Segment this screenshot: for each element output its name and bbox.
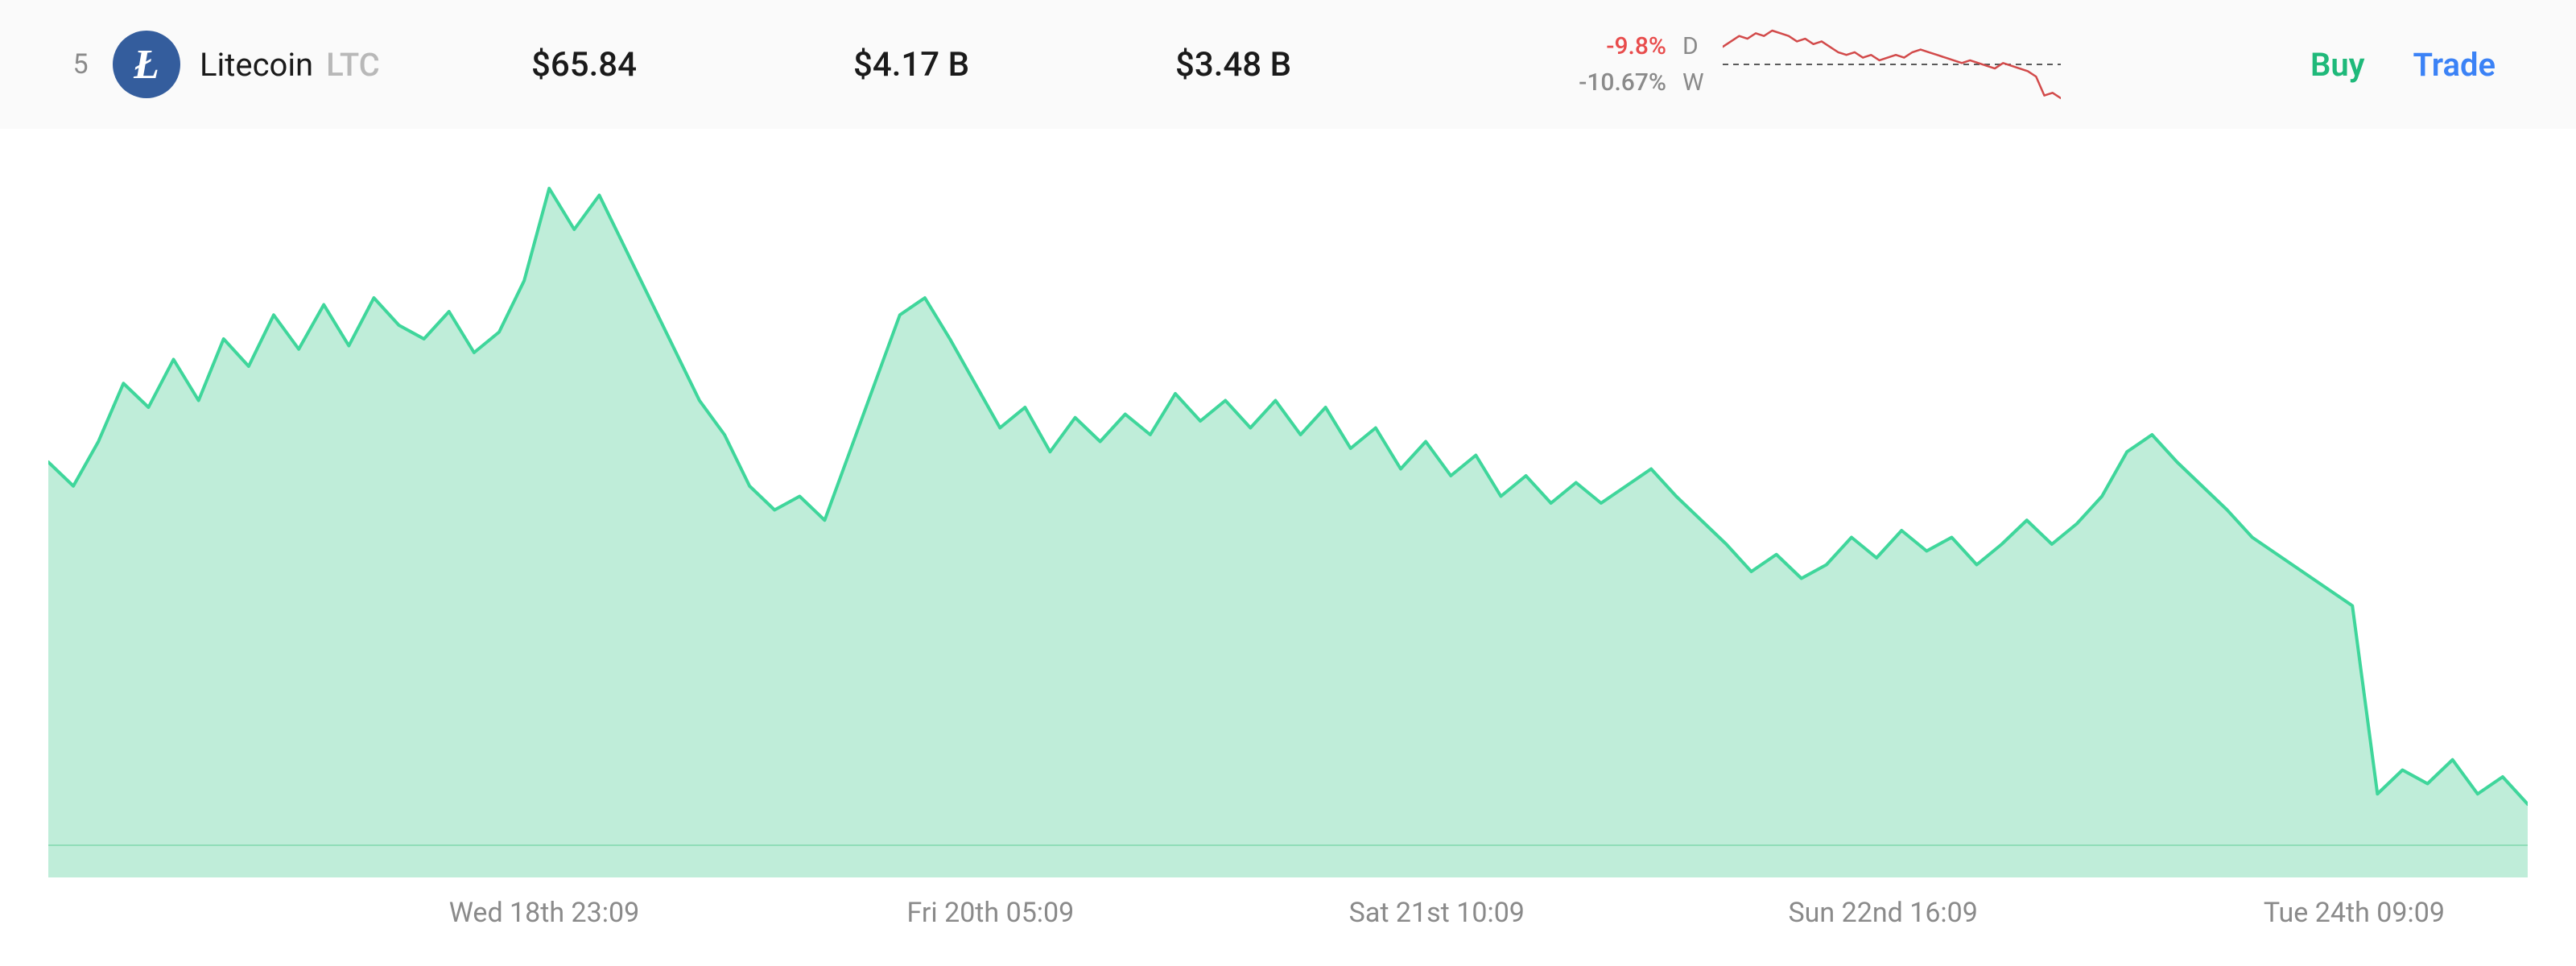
change-day-pct: -9.8% <box>1606 32 1666 60</box>
price: $65.84 <box>531 45 853 85</box>
change-day: -9.8% D <box>1606 32 1707 60</box>
actions: Buy Trade <box>2310 46 2528 84</box>
coin-row[interactable]: 5 Ł Litecoin LTC $65.84 $4.17 B $3.48 B … <box>0 0 2576 129</box>
coin-info[interactable]: Ł Litecoin LTC <box>113 31 531 98</box>
coin-name: Litecoin <box>200 46 313 84</box>
x-axis: Wed 18th 23:09 Fri 20th 05:09 Sat 21st 10:… <box>48 877 2528 926</box>
market-cap: $4.17 B <box>853 45 1175 85</box>
crypto-row-expanded: 5 Ł Litecoin LTC $65.84 $4.17 B $3.48 B … <box>0 0 2576 966</box>
change-week-pct: -10.67% <box>1579 68 1666 97</box>
trade-button[interactable]: Trade <box>2413 46 2496 84</box>
buy-button[interactable]: Buy <box>2310 46 2365 84</box>
chart-area: Wed 18th 23:09 Fri 20th 05:09 Sat 21st 10:… <box>0 129 2576 950</box>
change-day-label: D <box>1682 32 1707 60</box>
change-block: -9.8% D -10.67% W <box>1497 32 1723 97</box>
change-week-label: W <box>1682 68 1707 97</box>
litecoin-icon: Ł <box>113 31 180 98</box>
coin-symbol: LTC <box>326 46 380 84</box>
coin-name-block: Litecoin LTC <box>200 46 380 84</box>
x-tick-label: Wed 18th 23:09 <box>449 897 639 929</box>
x-tick-label: Sat 21st 10:09 <box>1349 897 1525 929</box>
rank-number: 5 <box>48 48 113 80</box>
change-week: -10.67% W <box>1579 68 1707 97</box>
sparkline <box>1723 24 2061 105</box>
price-chart[interactable] <box>48 153 2528 877</box>
coin-icon-letter: Ł <box>134 41 159 89</box>
x-tick-label: Fri 20th 05:09 <box>907 897 1075 929</box>
volume: $3.48 B <box>1175 45 1497 85</box>
x-tick-label: Sun 22nd 16:09 <box>1788 897 1977 929</box>
x-tick-label: Tue 24th 09:09 <box>2264 897 2445 929</box>
